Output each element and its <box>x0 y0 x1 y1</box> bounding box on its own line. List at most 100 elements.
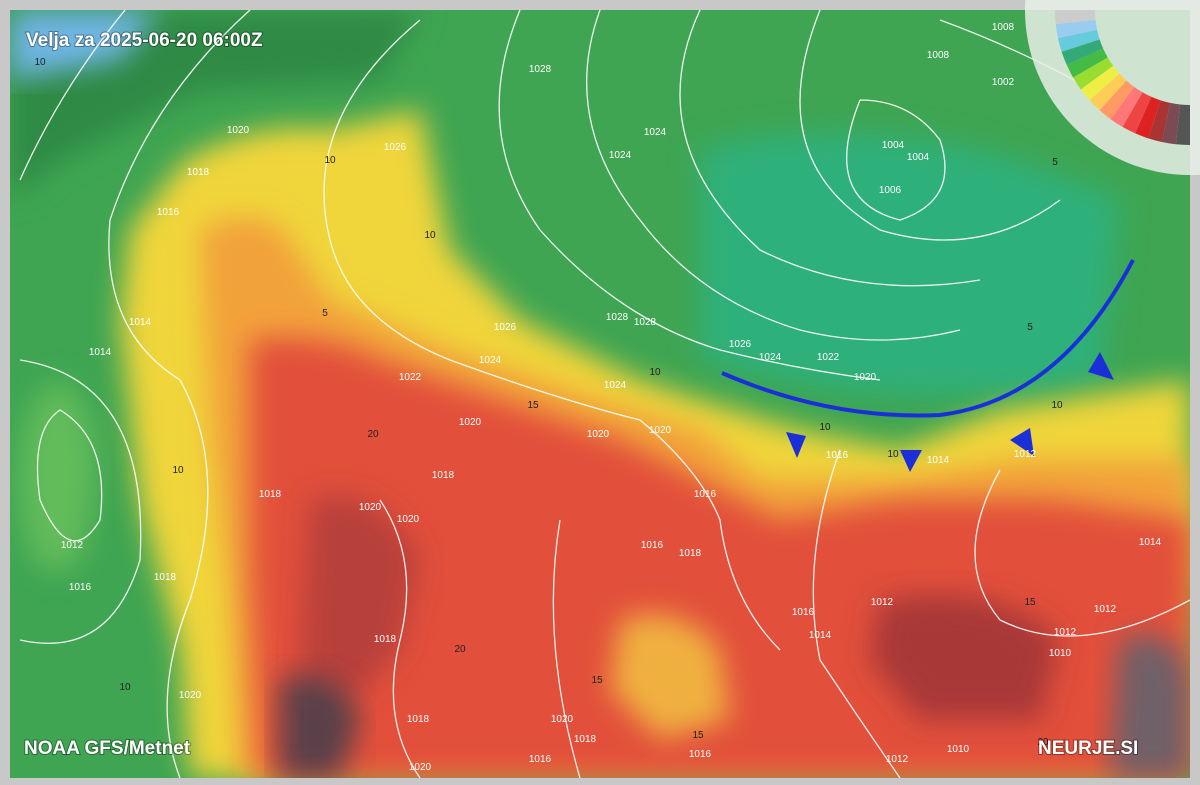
isobar-label: 1006 <box>879 185 902 196</box>
isobar-label: 1012 <box>886 754 909 765</box>
isobar-label: 1020 <box>179 690 202 701</box>
isobar-label: 1018 <box>574 734 597 745</box>
legend-wedge <box>1161 102 1181 145</box>
isobar-label: 1028 <box>634 317 657 328</box>
isobar-label: 1018 <box>187 167 210 178</box>
isobar-label: 1018 <box>154 572 177 583</box>
isotherm-label: 10 <box>172 465 184 476</box>
isobar-label: 1016 <box>69 582 92 593</box>
isobar-label: 1020 <box>359 502 382 513</box>
isobar-label: 1024 <box>479 355 502 366</box>
isobar-label: 1016 <box>694 489 717 500</box>
isobar-label: 1014 <box>129 317 152 328</box>
legend-wedge <box>1099 80 1135 120</box>
isobar-label: 1014 <box>1139 537 1162 548</box>
legend-wedge <box>1089 73 1127 111</box>
isobar-label: 1028 <box>529 64 552 75</box>
isobar-label: 1020 <box>587 429 610 440</box>
isotherm-label: 15 <box>591 675 603 686</box>
isobar-label: 1012 <box>871 597 894 608</box>
isobar-label: 1010 <box>947 744 970 755</box>
isobar-label: 1016 <box>792 607 815 618</box>
isobar-label: 1020 <box>409 762 432 773</box>
isobar-label: 1024 <box>759 352 782 363</box>
isotherm-label: 20 <box>454 644 466 655</box>
brand: NEURJE.SI <box>1038 738 1138 759</box>
isotherm-label: 10 <box>119 682 131 693</box>
isobar-label: 1018 <box>679 548 702 559</box>
isotherm-label: 5 <box>1027 322 1033 333</box>
isobar-label: 1026 <box>729 339 752 350</box>
isobars <box>19 10 1190 778</box>
isotherm-label: 10 <box>819 422 831 433</box>
isobar-label: 1018 <box>374 634 397 645</box>
isotherm-label: 20 <box>1037 737 1049 748</box>
legend-wedge <box>1055 19 1098 39</box>
isobar-label: 1014 <box>927 455 950 466</box>
isotherm-label: 10 <box>424 230 436 241</box>
isotherm-label: 5 <box>1052 157 1058 168</box>
legend-wedge <box>1175 104 1190 146</box>
isobar-label: 1016 <box>826 450 849 461</box>
isobar-label: 1002 <box>992 77 1015 88</box>
isobar-label: 1016 <box>529 754 552 765</box>
isotherm-label: 15 <box>692 730 704 741</box>
isotherm-label: 10 <box>34 57 46 68</box>
isobar-label: 1024 <box>644 127 667 138</box>
isotherm-label: 10 <box>649 367 661 378</box>
isobar-label: 1022 <box>399 372 422 383</box>
isobar-label: 1016 <box>641 540 664 551</box>
legend-wedge <box>1073 57 1114 90</box>
isotherm-label: 10 <box>887 449 899 460</box>
isobar-label: 1004 <box>907 152 930 163</box>
isobar-label: 1012 <box>1094 604 1117 615</box>
isobar-label: 1020 <box>459 417 482 428</box>
legend-wedge <box>1122 92 1152 134</box>
isobar-label: 1008 <box>992 22 1015 33</box>
isobar-label: 1012 <box>61 540 84 551</box>
isobar-label: 1012 <box>1054 627 1077 638</box>
isobar-label: 1004 <box>882 140 905 151</box>
isobar-label: 1018 <box>407 714 430 725</box>
color-legend <box>1025 0 1200 175</box>
isobar-label: 1026 <box>494 322 517 333</box>
isotherm-label: 10 <box>324 155 336 166</box>
isobar-label: 1020 <box>227 125 250 136</box>
isotherm-label: 20 <box>367 429 379 440</box>
legend-wedge <box>1110 86 1143 127</box>
cold-front <box>721 259 1135 472</box>
isobar-label: 1020 <box>551 714 574 725</box>
isobar-label: 1012 <box>1014 449 1037 460</box>
isobar-label: 1024 <box>609 150 632 161</box>
isotherm-label: 10 <box>1051 400 1063 411</box>
legend-wedge <box>1135 96 1161 139</box>
isobar-label: 1020 <box>649 425 672 436</box>
legend-wedge <box>1061 39 1104 65</box>
isobar-label: 1018 <box>432 470 455 481</box>
isobar-label: 1014 <box>89 347 112 358</box>
legend-wedge <box>1066 48 1108 78</box>
isobar-label: 1010 <box>1049 648 1072 659</box>
isobar-label: 1020 <box>397 514 420 525</box>
isobar-label: 1026 <box>384 142 407 153</box>
isobar-label: 1016 <box>689 749 712 760</box>
isobar-label: 1016 <box>157 207 180 218</box>
legend-wedge <box>1080 65 1120 101</box>
legend-wedge <box>1054 10 1096 25</box>
isobar-label: 1008 <box>927 50 950 61</box>
isotherm-label: 15 <box>527 400 539 411</box>
source-credit: NOAA GFS/Metnet <box>24 738 191 759</box>
isobar-label: 1020 <box>854 372 877 383</box>
temperature-field <box>10 10 1190 778</box>
isobar-label: 1018 <box>259 489 282 500</box>
isobar-label: 1024 <box>604 380 627 391</box>
map-labels: 1028 1024 1024 1026 1018 1016 1014 1014 1012 1016… <box>34 22 1161 773</box>
legend-wedge <box>1058 29 1100 52</box>
isobar-label: 1022 <box>817 352 840 363</box>
isobar-label: 1014 <box>809 630 832 641</box>
isobar-label: 1028 <box>606 312 629 323</box>
legend-wedge <box>1148 100 1171 142</box>
map-title: Velja za 2025-06-20 06:00Z <box>26 30 263 51</box>
isotherm-label: 15 <box>1024 597 1036 608</box>
